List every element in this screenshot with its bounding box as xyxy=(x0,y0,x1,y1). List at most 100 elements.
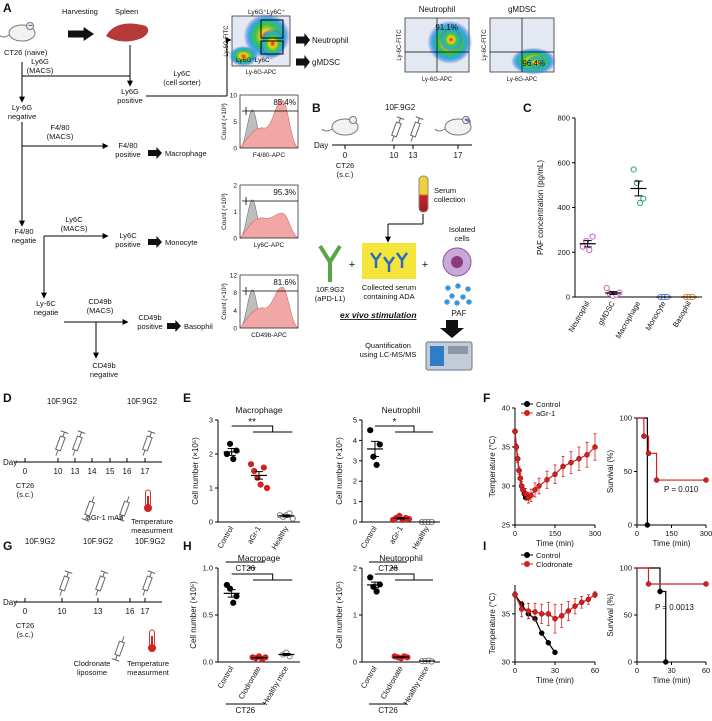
histogram-stained xyxy=(239,99,299,149)
label: positive xyxy=(115,150,140,159)
y-tick-label: 1 xyxy=(209,484,213,493)
syringe-icon xyxy=(72,430,86,456)
syringe-grip xyxy=(396,116,405,120)
label: 10F.9G2 xyxy=(83,537,114,546)
marker xyxy=(538,611,545,617)
y-tick-label: 25 xyxy=(502,521,510,530)
syringe-icon xyxy=(410,116,424,142)
label: 10F.9G2 xyxy=(25,537,56,546)
label: (aPD-L1) xyxy=(315,294,346,303)
histogram-frame xyxy=(239,184,299,239)
data-point xyxy=(230,599,237,606)
marker xyxy=(552,615,558,622)
syringe-needle xyxy=(55,449,59,456)
y-tick-label: 600 xyxy=(557,158,570,167)
label: ex vivo stimulation xyxy=(340,310,417,320)
label: negative xyxy=(8,112,36,121)
label: Ly6G xyxy=(121,87,139,96)
syringe-barrel xyxy=(410,121,421,138)
x-tick-label: 150 xyxy=(665,529,678,538)
y-tick-label: 3 xyxy=(353,456,357,465)
y-tick-label: 0 xyxy=(628,658,632,667)
survival-curve xyxy=(637,567,706,585)
label: collection xyxy=(434,195,465,204)
marker xyxy=(518,606,525,612)
x-tick-label: Monocyte xyxy=(644,300,668,333)
label: (s.c.) xyxy=(17,630,34,639)
data-point xyxy=(233,593,240,600)
data-point xyxy=(373,461,380,468)
syringe-plunger xyxy=(79,431,82,438)
label: cells xyxy=(454,234,469,243)
group-label: CT26 xyxy=(378,706,398,715)
syringe-grip xyxy=(111,658,120,662)
label: Temperature xyxy=(127,659,169,668)
label: 0 xyxy=(23,607,28,616)
label: aGr-1 mAb xyxy=(87,513,124,522)
syringe-plunger xyxy=(85,514,88,521)
y-tick-label: 2 xyxy=(353,564,357,573)
label: 16 xyxy=(123,467,132,476)
significance-bracket xyxy=(231,425,293,433)
y-tick-label: 35 xyxy=(502,443,510,452)
panel-label: E xyxy=(183,391,191,405)
error-bar xyxy=(227,589,236,598)
x-tick-label: Healthy mice xyxy=(261,665,290,707)
label: positive xyxy=(115,240,140,249)
label: Count (×10³) xyxy=(221,283,228,320)
error-bar xyxy=(227,448,236,456)
marker xyxy=(703,581,709,587)
data-point xyxy=(230,456,237,463)
y-axis-label: Survival (%) xyxy=(606,450,615,493)
label: 85.4% xyxy=(273,98,296,107)
x-tick-label: 60 xyxy=(702,666,710,675)
x-tick-label: 300 xyxy=(589,529,602,538)
label: Ly-6G-APC xyxy=(507,77,538,83)
panel-label: I xyxy=(483,539,486,553)
syringe-icon xyxy=(116,496,130,522)
label: Ly6C xyxy=(173,69,191,78)
marker xyxy=(517,475,524,481)
significance: * xyxy=(393,417,397,428)
label: Macrophage xyxy=(165,149,207,158)
label: Ly6G⁺Ly6C⁺ xyxy=(248,9,286,16)
marker xyxy=(512,428,518,435)
label: 10 xyxy=(58,607,67,616)
flow-density xyxy=(229,46,259,66)
label: Day xyxy=(314,141,328,150)
y-tick-label: 0 xyxy=(209,518,213,527)
group-label: CT26 xyxy=(236,706,256,715)
block-arrow xyxy=(148,236,162,248)
label: F4/80 xyxy=(118,141,137,150)
label: negatie xyxy=(12,236,37,245)
panel-label: A xyxy=(3,1,12,15)
label: 13 xyxy=(71,467,80,476)
label: Ly6C xyxy=(65,215,83,224)
label: gMDSC xyxy=(312,58,340,67)
syringe-plunger xyxy=(120,514,123,521)
syringe-grip xyxy=(81,518,90,522)
marker xyxy=(641,433,647,439)
marker xyxy=(560,463,566,470)
syringe-needle xyxy=(142,589,146,596)
tick-label: 1 xyxy=(233,209,237,216)
syringe-barrel xyxy=(114,640,125,657)
y-tick-label: 100 xyxy=(619,414,632,423)
significance-bracket xyxy=(375,425,433,433)
syringe-grip xyxy=(64,570,73,574)
panel-label: F xyxy=(483,391,490,405)
error-bar xyxy=(282,653,291,656)
label: Ly-6G-APC xyxy=(422,77,453,83)
paf-icon xyxy=(454,300,460,306)
label: PAF xyxy=(452,309,467,318)
serum-tube xyxy=(418,175,429,213)
chart-title: Neutrophil xyxy=(382,405,421,415)
label: (s.c.) xyxy=(17,490,34,499)
x-tick-label: Macrophage xyxy=(614,300,643,341)
marker xyxy=(558,613,565,619)
gate xyxy=(260,19,284,39)
label: 10 xyxy=(390,151,399,160)
syringe-plunger xyxy=(115,654,118,661)
label: Spleen xyxy=(115,7,138,16)
x-tick-label: Basophil xyxy=(671,299,693,329)
